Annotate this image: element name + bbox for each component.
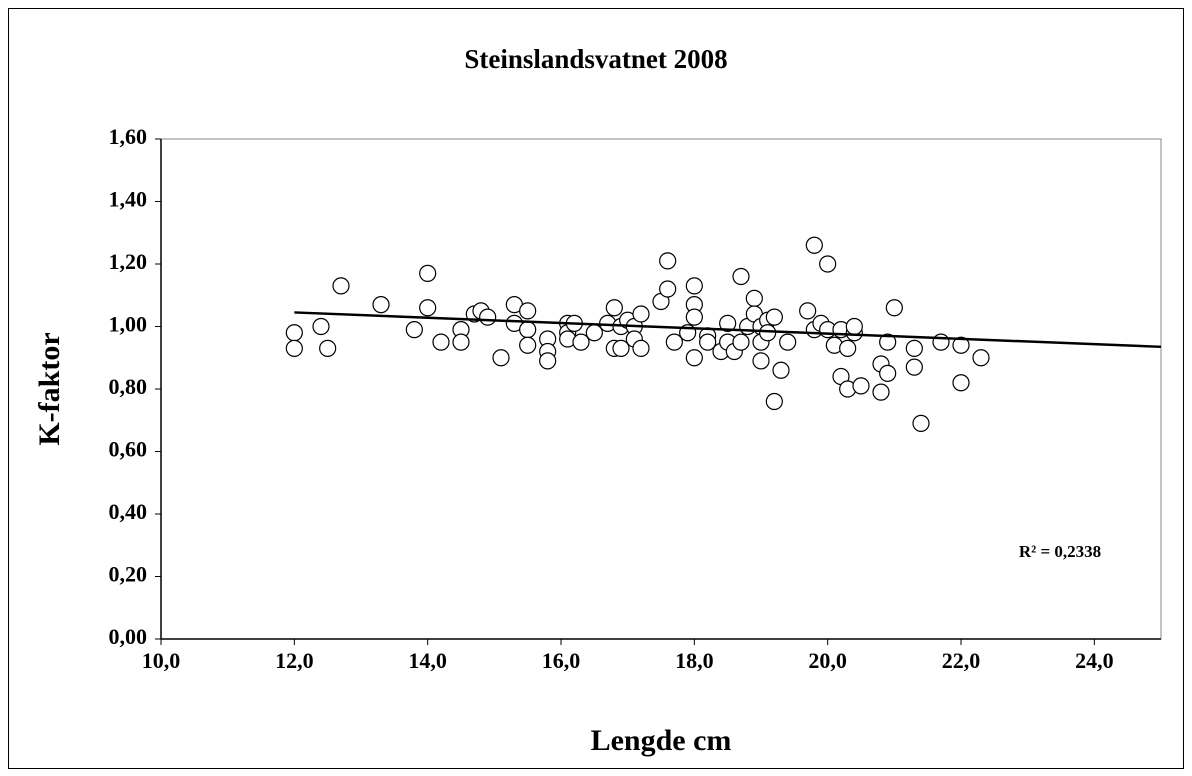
data-point (685, 308, 703, 326)
data-point (685, 277, 703, 295)
data-point (432, 333, 450, 351)
x-tick-label: 12,0 (275, 648, 314, 673)
data-point (632, 305, 650, 323)
data-point (519, 336, 537, 354)
data-point (885, 299, 903, 317)
x-tick-label: 24,0 (1075, 648, 1114, 673)
y-tick-label: 0,40 (109, 499, 148, 524)
y-tick-label: 1,20 (109, 249, 148, 274)
y-tick-label: 0,20 (109, 562, 148, 587)
trendline (294, 311, 1162, 349)
chart-title: Steinslandsvatnet 2008 (464, 44, 727, 74)
data-point (872, 383, 890, 401)
data-point (765, 392, 783, 411)
data-point (519, 302, 537, 320)
data-point (479, 308, 497, 326)
data-point (952, 336, 970, 354)
data-point (699, 333, 717, 351)
y-tick-label: 0,60 (109, 437, 148, 462)
data-point (405, 321, 423, 339)
data-point (685, 349, 703, 367)
data-point (419, 299, 437, 317)
data-point (285, 324, 303, 342)
data-point (632, 339, 650, 357)
data-point (972, 349, 990, 367)
data-point (319, 339, 337, 357)
data-point (799, 302, 817, 320)
data-point (932, 333, 950, 351)
data-point (719, 314, 737, 332)
y-tick-label: 1,40 (109, 187, 148, 212)
data-point (732, 333, 750, 351)
data-point (845, 317, 863, 336)
data-point (452, 333, 470, 351)
data-point (752, 352, 770, 370)
data-point (732, 267, 750, 286)
data-point (332, 277, 350, 295)
data-point (572, 333, 590, 351)
data-point (539, 352, 557, 370)
plot-area (160, 138, 1162, 640)
data-point (312, 317, 330, 336)
data-point (285, 339, 303, 357)
x-tick-label: 20,0 (808, 648, 847, 673)
data-point (912, 414, 930, 432)
y-tick-label: 0,00 (109, 624, 148, 649)
data-point (759, 324, 777, 342)
data-point (605, 299, 623, 317)
y-tick-label: 0,80 (109, 374, 148, 399)
y-tick-label: 1,60 (109, 124, 148, 149)
x-axis-title: Lengde cm (591, 724, 732, 757)
data-point (805, 236, 823, 254)
data-point (745, 289, 763, 307)
data-point (952, 374, 970, 392)
data-point (765, 308, 783, 326)
data-point (819, 255, 837, 273)
data-point (419, 264, 437, 282)
data-point (852, 377, 870, 395)
data-point (372, 296, 390, 314)
y-axis-title: K-faktor (33, 332, 66, 445)
data-point (879, 333, 897, 351)
data-point (585, 324, 603, 342)
data-point (659, 280, 677, 298)
y-tick-label: 1,00 (109, 312, 148, 337)
data-point (772, 361, 790, 379)
x-tick-label: 16,0 (542, 648, 581, 673)
data-point (905, 339, 923, 357)
x-tick-label: 22,0 (942, 648, 981, 673)
r-squared-annotation: R² = 0,2338 (1019, 542, 1101, 561)
data-point (492, 349, 510, 367)
x-tick-label: 18,0 (675, 648, 714, 673)
data-point (665, 333, 683, 351)
data-point (779, 333, 797, 351)
data-point (839, 339, 857, 357)
data-point (879, 364, 897, 382)
data-point (659, 252, 677, 270)
data-point (612, 339, 630, 357)
x-tick-label: 10,0 (142, 648, 181, 673)
x-tick-label: 14,0 (408, 648, 447, 673)
data-point (905, 358, 923, 376)
data-point (519, 321, 537, 339)
